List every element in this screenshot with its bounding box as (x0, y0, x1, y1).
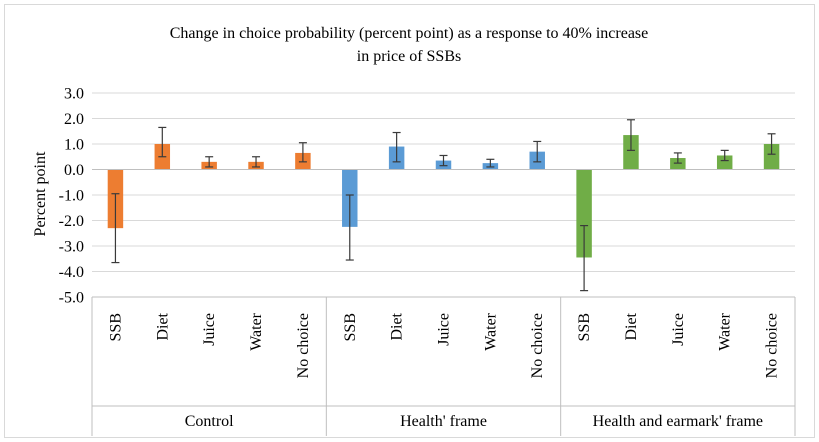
y-axis-label: Percent point (32, 151, 49, 236)
error-bars (111, 119, 776, 292)
error-bar (486, 158, 495, 168)
error-bar (205, 156, 214, 168)
category-label: Juice (201, 313, 218, 346)
category-labels: SSB Diet Juice Water No choice SSB Diet Juice Wa… (107, 312, 780, 378)
category-label: No choice (295, 313, 312, 378)
error-bar (252, 156, 261, 168)
gridlines (92, 92, 795, 298)
category-label: Water (482, 312, 499, 350)
y-tick-label: -4.0 (59, 264, 84, 281)
y-tick-label: -1.0 (59, 188, 84, 205)
chart-title-line-2: in price of SSBs (357, 48, 461, 65)
error-bar (111, 193, 120, 264)
error-bar (439, 154, 448, 167)
error-bar (580, 225, 589, 292)
bar (670, 158, 686, 170)
error-bar (345, 194, 354, 261)
category-label: Water (717, 312, 734, 350)
chart-title-line-1: Change in choice probability (percent po… (170, 25, 649, 42)
category-label: SSB (107, 313, 124, 341)
category-label: Juice (670, 313, 687, 346)
category-label: No choice (529, 313, 546, 378)
group-label: Health and earmark' frame (593, 413, 763, 430)
category-label: SSB (342, 313, 359, 341)
x-axis (91, 169, 796, 436)
y-tick-label: 2.0 (64, 111, 84, 128)
bar (763, 144, 780, 170)
y-tick-label: -2.0 (59, 213, 84, 230)
category-label: SSB (576, 313, 593, 341)
error-bar (767, 133, 776, 155)
group-labels: Control Health' frame Health and earmark' … (185, 413, 763, 430)
error-bar (392, 131, 401, 163)
category-label: Juice (436, 313, 453, 346)
bar (576, 169, 592, 258)
category-label: No choice (764, 313, 781, 378)
y-tick-label: 1.0 (64, 137, 84, 154)
category-label: Diet (389, 312, 406, 340)
y-tick-label: -3.0 (59, 239, 84, 256)
y-tick-label: 3.0 (64, 86, 84, 103)
error-bar (158, 126, 167, 158)
group-label: Health' frame (400, 413, 487, 430)
y-tick-label: -5.0 (59, 290, 84, 307)
y-axis-tick-labels: 3.0 2.0 1.0 0.0 -1.0 -2.0 -3.0 -4.0 -5.0 (59, 86, 84, 307)
category-label: Diet (154, 312, 171, 340)
category-label: Water (248, 312, 265, 350)
bar (716, 155, 733, 170)
error-bar (626, 119, 635, 151)
y-tick-label: 0.0 (64, 162, 84, 179)
bar (623, 135, 639, 170)
group-label: Control (185, 413, 234, 430)
error-bar (298, 142, 307, 163)
error-bar (673, 152, 682, 164)
error-bar (720, 149, 729, 162)
error-bar (533, 140, 542, 163)
chart-title: Change in choice probability (percent po… (170, 25, 649, 65)
category-label: Diet (623, 312, 640, 340)
